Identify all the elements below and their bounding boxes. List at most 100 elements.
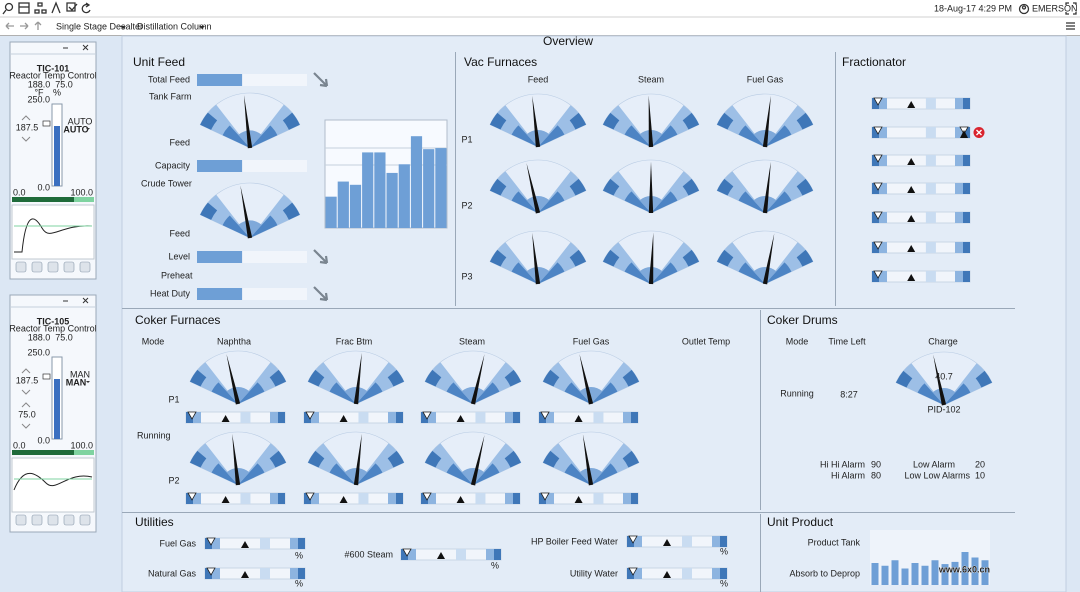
setpoint-marker [187, 492, 197, 501]
gauge-band [682, 178, 700, 196]
slider-zone [539, 412, 546, 423]
setpoint-marker [873, 97, 883, 106]
unit: °F [34, 87, 44, 97]
output-bar [12, 197, 94, 202]
gauge-band [602, 249, 620, 267]
gauge-needle [243, 94, 253, 149]
mode-dropdown [86, 381, 90, 383]
slider-zone [546, 412, 554, 423]
slider-zone [593, 412, 604, 423]
gauge-band [511, 191, 538, 213]
slider-zone [388, 412, 396, 423]
toolbar-icons[interactable] [2, 1, 1077, 30]
slider-zone [963, 212, 970, 223]
slider-zone [963, 271, 970, 282]
slider-zone [298, 568, 305, 579]
slider-zone [205, 568, 212, 579]
slider-zone [186, 412, 193, 423]
utility-label: HP Boiler Feed Water [531, 536, 618, 546]
section-title: Coker Drums [767, 313, 838, 327]
slider-zone [205, 538, 212, 549]
slider-zone [955, 98, 963, 109]
row-label: Total Feed [148, 74, 190, 84]
charge-tag: PID-102 [927, 404, 960, 414]
gauge-band [716, 112, 734, 130]
gauge-band [200, 202, 218, 220]
slider-zone [925, 183, 936, 194]
gauge-band [602, 178, 620, 196]
slider-zone [505, 412, 513, 423]
section-title: Vac Furnaces [464, 55, 537, 69]
unit: % [720, 546, 728, 556]
gauge-label: Feed [169, 228, 190, 238]
gauge-band [538, 191, 565, 213]
alarm-label: Low Low Alarms [904, 470, 970, 480]
setpoint-marker [628, 535, 638, 544]
slider [303, 411, 404, 424]
alarm-icon-x [976, 129, 982, 136]
pv-marker [574, 415, 583, 422]
gauge-needle [226, 353, 241, 405]
gauge-needle [648, 161, 654, 213]
slider-zone [872, 183, 879, 194]
slider-zone [879, 271, 887, 282]
pv-marker [221, 496, 230, 503]
gauge-band [511, 125, 538, 147]
toolbar [0, 0, 1080, 36]
gauge-needle [579, 353, 594, 405]
mode-value: Running [137, 430, 171, 440]
slider-zone [720, 536, 727, 547]
faceplate-button [47, 514, 59, 526]
page-title: Overview [543, 34, 593, 48]
mini-chart-bar [349, 184, 362, 228]
gauge-band [682, 249, 700, 267]
output-setpoint: 75.0 [18, 409, 36, 419]
slider-zone [955, 271, 963, 282]
slider [538, 411, 639, 424]
sp-pointer [42, 120, 51, 127]
faceplate-button [63, 514, 75, 526]
gauge-band [917, 383, 944, 405]
utility-label: Fuel Gas [159, 538, 196, 548]
gauge-band [796, 178, 814, 196]
gauge-band [189, 450, 207, 468]
slider-zone [304, 412, 311, 423]
alarm-value: 10 [975, 470, 985, 480]
gauge-band [716, 249, 734, 267]
gauge-band [226, 387, 250, 404]
section-title: Unit Feed [133, 55, 185, 69]
gauge-band [682, 112, 700, 130]
faceplate-button [31, 514, 43, 526]
setpoint-marker [873, 182, 883, 191]
slider-zone [955, 155, 963, 166]
gauge-band [944, 383, 971, 405]
alarm-value: 20 [975, 459, 985, 469]
slider [400, 548, 502, 561]
bar [197, 74, 243, 86]
pv-marker [907, 158, 916, 165]
gauge-band [624, 262, 651, 284]
product-bar [961, 552, 969, 585]
mini-chart-bar [435, 148, 447, 228]
slider-zone [428, 493, 436, 504]
pv-marker [663, 571, 671, 578]
slider-zone [475, 412, 486, 423]
slider-zone [627, 568, 634, 579]
gauge-band [651, 191, 678, 213]
slider-zone [212, 538, 220, 549]
setpoint-marker [628, 567, 638, 576]
gauge-band [473, 382, 500, 404]
faceplate-controls [63, 44, 89, 51]
slider-zone [270, 493, 278, 504]
mode-label: MAN [70, 369, 90, 379]
mini-chart-bar [410, 136, 423, 228]
product-label: Product Tank [808, 537, 861, 547]
slider [204, 567, 306, 580]
utility-label: #600 Steam [344, 549, 393, 559]
pv-marker [907, 274, 916, 281]
slider-zone [513, 412, 520, 423]
slider-zone [475, 493, 486, 504]
slider [871, 211, 971, 224]
slider-zone [396, 493, 403, 504]
gauge-band [356, 382, 383, 404]
